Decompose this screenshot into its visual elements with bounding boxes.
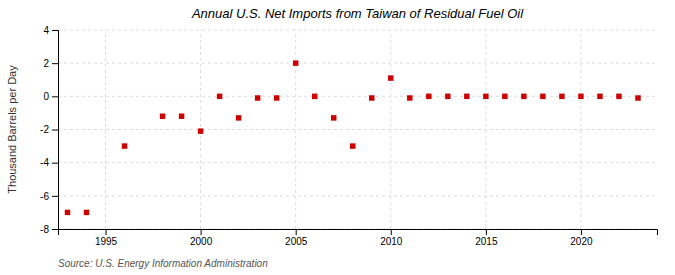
- point: [464, 94, 469, 99]
- x-tick: 2010: [380, 229, 403, 247]
- y-tick-mark: [52, 96, 58, 97]
- x-tick-label: 2005: [285, 236, 308, 247]
- y-tick: 2: [43, 58, 58, 69]
- point: [559, 94, 564, 99]
- title: Annual U.S. Net Imports from Taiwan of R…: [191, 6, 524, 21]
- chart-container: 1995 2000 2005 2010 2015 2020 -8 -6 -4 -2 0 2 4 Annua…: [0, 0, 675, 275]
- y-tick-mark: [52, 163, 58, 164]
- y-tick-label: 0: [43, 91, 49, 102]
- point: [217, 94, 222, 99]
- y-tick: 4: [43, 25, 58, 36]
- point: [388, 75, 393, 80]
- y-tick: -2: [40, 124, 58, 135]
- y-tick-mark: [52, 229, 58, 230]
- point: [293, 60, 298, 65]
- point: [274, 95, 279, 100]
- y-tick-mark: [52, 196, 58, 197]
- x-tick: 2015: [475, 229, 498, 247]
- point: [407, 95, 412, 100]
- x-tick-label: 2010: [380, 236, 403, 247]
- point: [502, 94, 507, 99]
- source-note: Source: U.S. Energy Information Administ…: [58, 258, 268, 269]
- y-grid-line: [58, 162, 657, 163]
- point: [350, 143, 355, 148]
- y-axis-line: [52, 31, 59, 230]
- x-axis: 1995 2000 2005 2010 2015 2020: [59, 229, 658, 247]
- y-tick-mark: [52, 63, 58, 64]
- x-tick: 2005: [285, 229, 308, 247]
- y-tick-mark: [52, 130, 58, 131]
- chart: 1995 2000 2005 2010 2015 2020 -8 -6 -4 -2 0 2 4 Annua…: [0, 0, 675, 275]
- y-grid-line: [58, 63, 657, 64]
- x-tick: 2020: [570, 229, 593, 247]
- y-tick: -8: [40, 224, 58, 235]
- point: [445, 94, 450, 99]
- grid: [58, 30, 657, 229]
- y-axis: -8 -6 -4 -2 0 2 4: [40, 25, 58, 235]
- x-tick: 2000: [190, 229, 213, 247]
- y-tick: -6: [40, 191, 58, 202]
- y-tick-label: 4: [43, 25, 49, 36]
- point: [616, 94, 621, 99]
- point: [369, 95, 374, 100]
- y-tick-label: -6: [40, 191, 49, 202]
- y-grid-line: [58, 195, 657, 196]
- plot-area: [65, 60, 641, 215]
- x-tick-mark: [391, 229, 392, 235]
- x-grid-line: [105, 30, 106, 229]
- y-axis-label: Thousand Barrels per Day: [6, 65, 18, 194]
- x-tick-mark: [296, 229, 297, 235]
- x-axis-line: [59, 230, 658, 236]
- x-grid-line: [295, 30, 296, 229]
- point: [540, 94, 545, 99]
- y-tick-label: 2: [43, 58, 49, 69]
- point: [198, 128, 203, 133]
- point: [160, 113, 165, 118]
- point: [65, 210, 70, 215]
- y-tick-label: -2: [40, 124, 49, 135]
- x-tick-label: 2000: [190, 236, 213, 247]
- y-grid-line: [58, 30, 657, 31]
- y-grid-line: [58, 129, 657, 130]
- x-tick-label: 2015: [475, 236, 498, 247]
- x-tick-mark: [581, 229, 582, 235]
- point: [597, 94, 602, 99]
- point: [483, 94, 488, 99]
- point: [122, 143, 127, 148]
- point: [84, 210, 89, 215]
- x-tick: 1995: [95, 229, 118, 247]
- y-tick-label: -8: [40, 224, 49, 235]
- x-tick-mark: [486, 229, 487, 235]
- point: [578, 94, 583, 99]
- x-tick-mark: [106, 229, 107, 235]
- point: [521, 94, 526, 99]
- y-tick-mark: [52, 30, 58, 31]
- point: [179, 113, 184, 118]
- point: [635, 95, 640, 100]
- point: [255, 95, 260, 100]
- point: [312, 94, 317, 99]
- point: [236, 115, 241, 120]
- point: [426, 94, 431, 99]
- y-tick: 0: [43, 91, 58, 102]
- y-grid-line: [58, 96, 657, 97]
- point: [331, 115, 336, 120]
- x-tick-mark: [201, 229, 202, 235]
- x-tick-label: 2020: [570, 236, 593, 247]
- y-tick: -4: [40, 157, 58, 168]
- y-tick-label: -4: [40, 157, 49, 168]
- x-tick-label: 1995: [95, 236, 118, 247]
